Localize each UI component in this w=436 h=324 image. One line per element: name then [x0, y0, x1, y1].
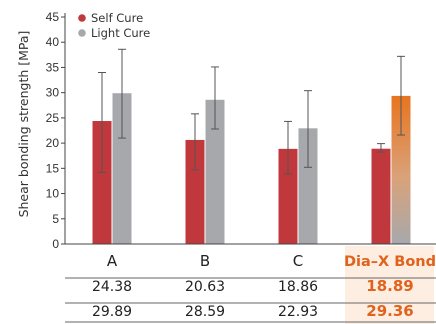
category-label: C — [293, 252, 303, 270]
bar-light-cure — [298, 128, 318, 244]
legend-marker-self-cure — [78, 14, 86, 22]
y-tick-label: 0 — [52, 237, 59, 251]
bar-self-cure — [371, 148, 391, 244]
table-value-self-cure: 18.86 — [278, 279, 318, 295]
y-tick-label: 35 — [46, 60, 60, 74]
legend-marker-light-cure — [78, 29, 86, 37]
y-axis-label: Shear bonding strength [MPa] — [16, 31, 31, 218]
y-tick-label: 30 — [46, 86, 60, 100]
category-label: B — [200, 252, 210, 270]
y-tick-label: 40 — [46, 35, 60, 49]
category-label: A — [107, 252, 118, 270]
table-value-light-cure: 29.89 — [92, 304, 132, 320]
bar-light-cure — [205, 99, 225, 245]
y-tick-label: 25 — [46, 111, 60, 125]
y-tick-label: 15 — [46, 161, 60, 175]
table-value-light-cure: 29.36 — [366, 302, 413, 320]
bar-light-cure — [112, 93, 132, 244]
legend-label-light-cure: Light Cure — [91, 26, 150, 40]
table-value-self-cure: 18.89 — [366, 277, 413, 295]
category-label: Dia–X Bond — [344, 254, 436, 270]
bar-light-cure — [391, 95, 411, 244]
bar-self-cure — [278, 148, 298, 244]
y-tick-label: 5 — [52, 212, 59, 226]
value-table: A 24.38 29.89 B 20.63 28.59 C 18.86 22.93 Dia–X B… — [65, 252, 436, 323]
y-tick-label: 10 — [46, 187, 60, 201]
table-value-self-cure: 20.63 — [185, 279, 225, 295]
table-value-self-cure: 24.38 — [92, 279, 132, 295]
highlight-column-bg — [345, 246, 434, 324]
legend-label-self-cure: Self Cure — [91, 11, 143, 25]
table-value-light-cure: 28.59 — [185, 304, 225, 320]
bar-self-cure — [185, 139, 205, 244]
table-value-light-cure: 22.93 — [278, 304, 318, 320]
y-tick-label: 20 — [46, 136, 60, 150]
y-tick-label: 45 — [46, 10, 60, 24]
legend: Self Cure Light Cure — [78, 11, 150, 40]
bar-self-cure — [92, 121, 112, 244]
